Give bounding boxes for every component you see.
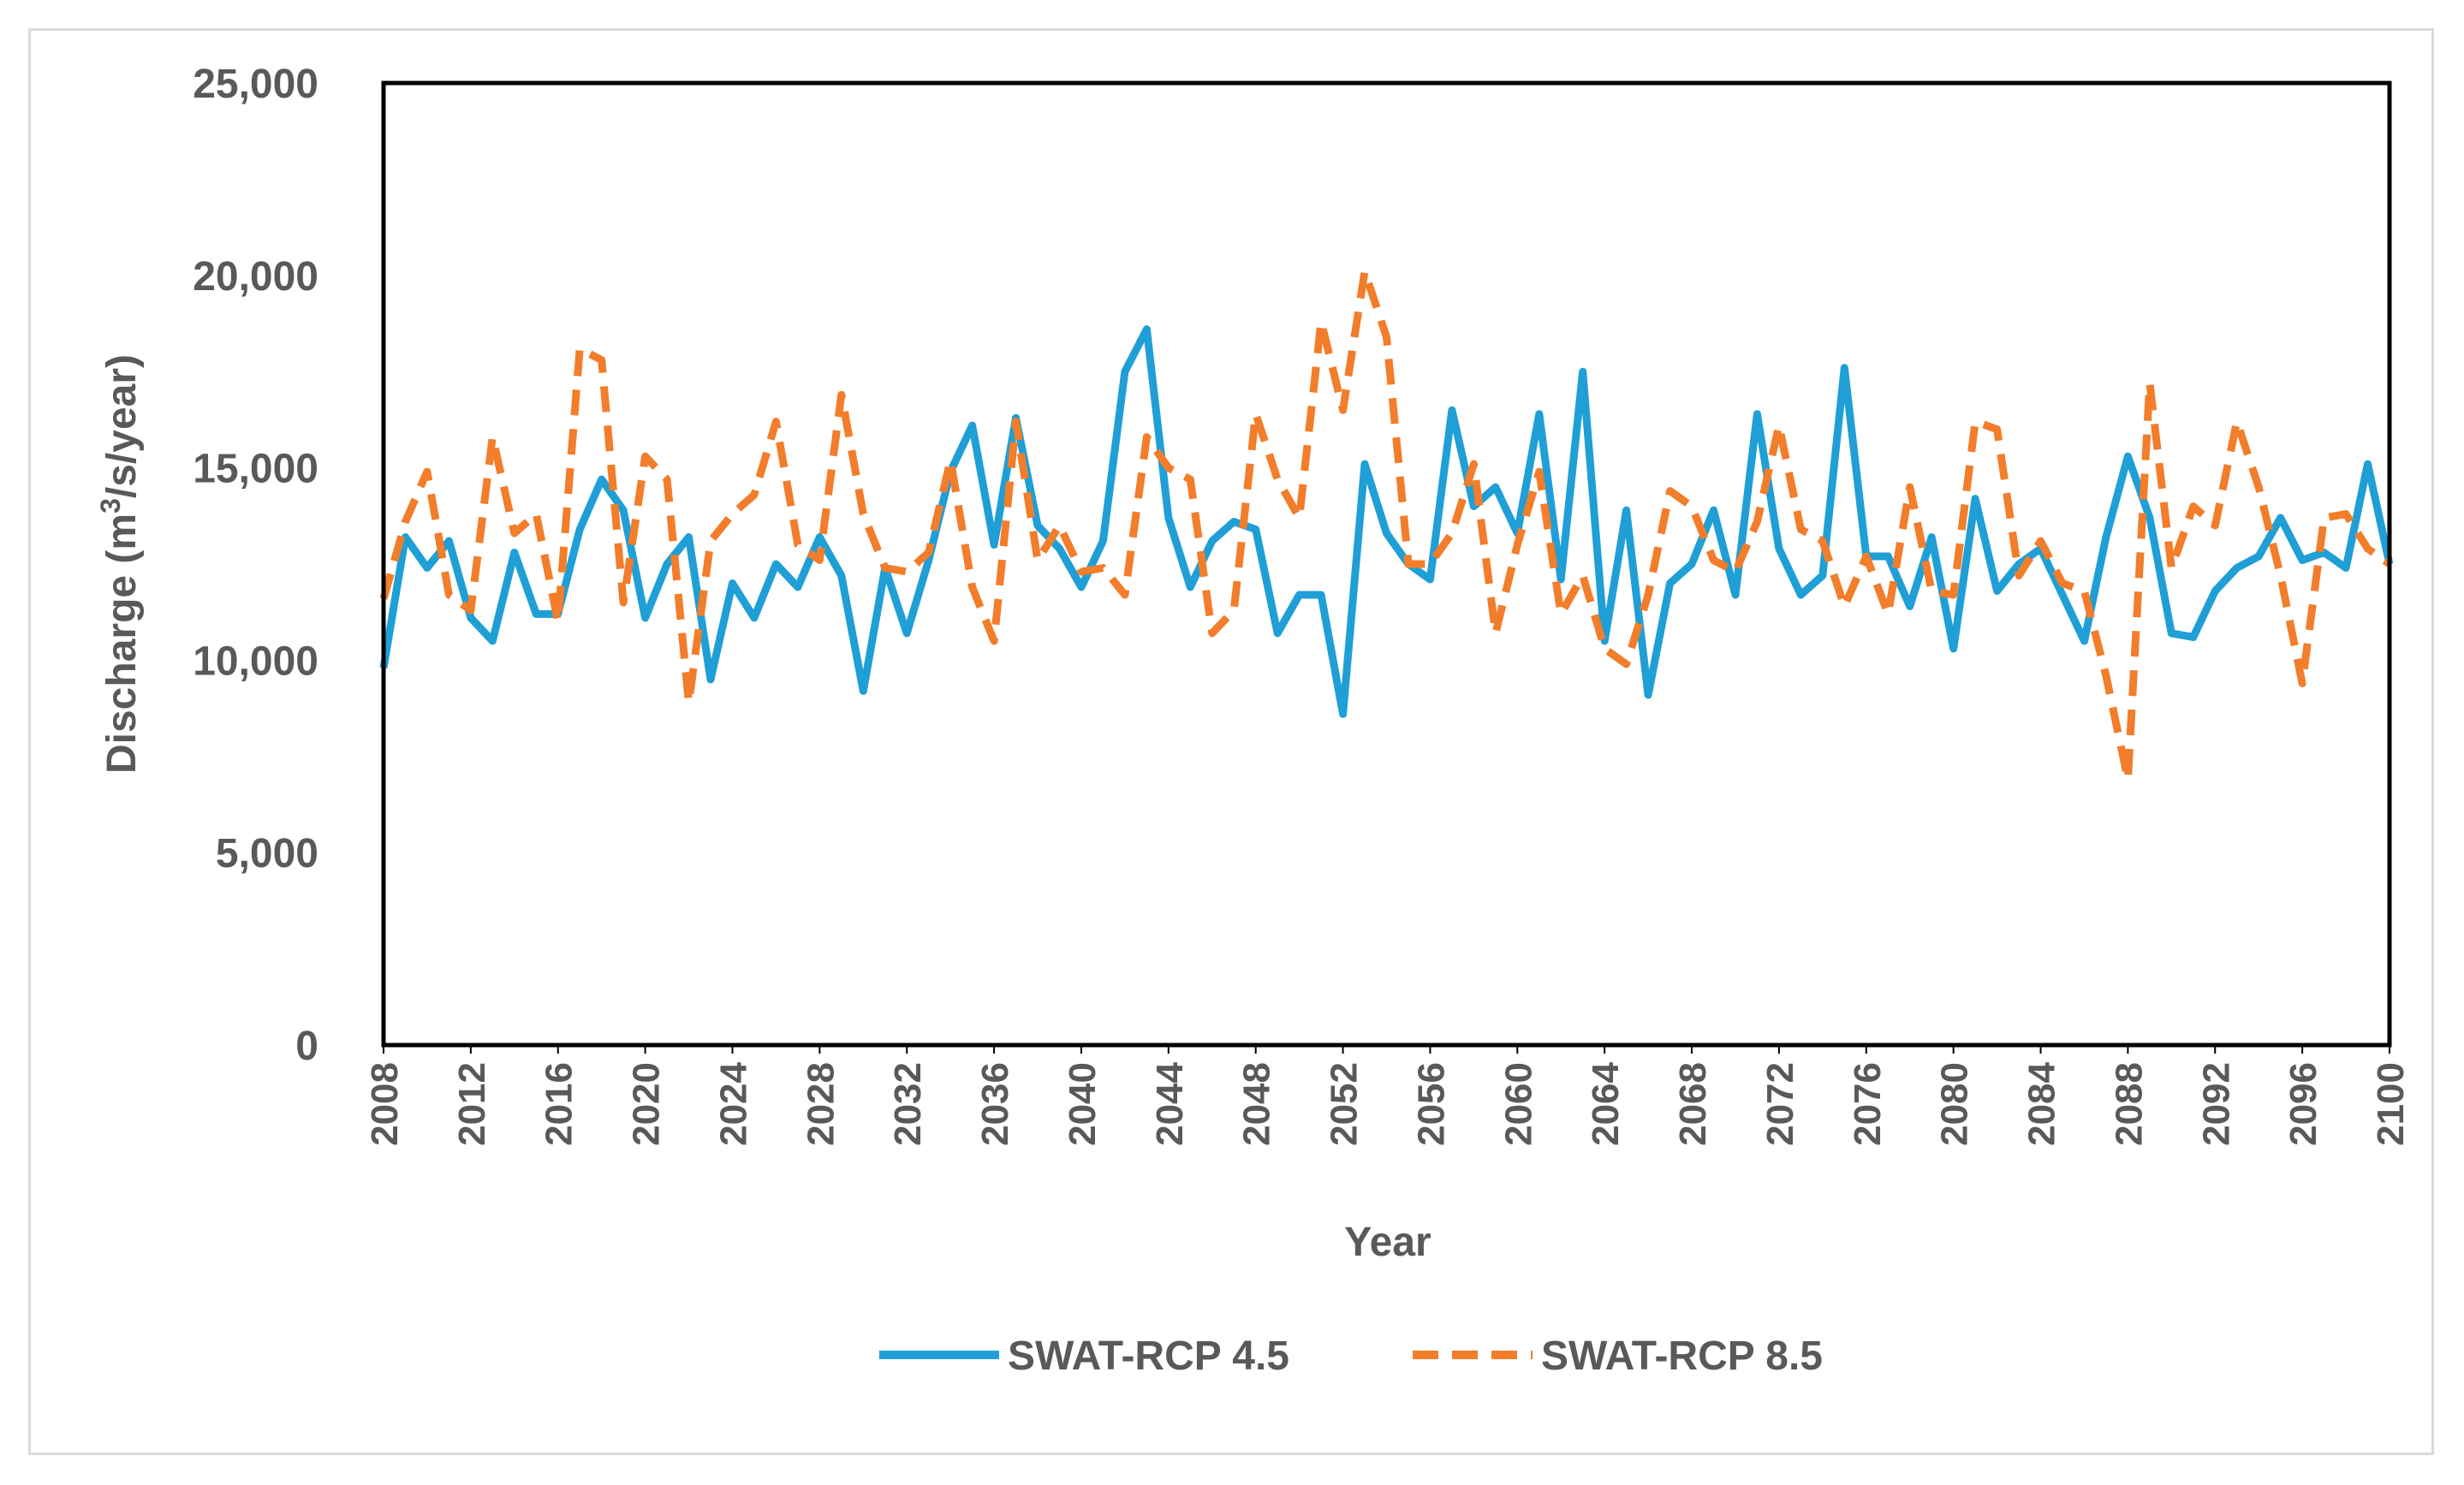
x-tick-label: 2056: [1410, 1062, 1452, 1146]
chart-frame: [28, 28, 2434, 1455]
x-tick-label: 2072: [1759, 1062, 1801, 1146]
legend: SWAT-RCP 4.5 SWAT-RCP 8.5: [879, 1334, 1823, 1379]
x-tick-label: 2064: [1585, 1061, 1627, 1145]
plot-area-border: [381, 80, 2392, 1048]
x-tick-label: 2068: [1672, 1062, 1714, 1146]
y-tick-label: 0: [295, 1024, 318, 1069]
x-tick-label: 2076: [1847, 1062, 1889, 1146]
x-tick-label: 2052: [1324, 1062, 1366, 1146]
x-tick-label: 2016: [539, 1062, 580, 1146]
series-line-swat-rcp-4-5: [379, 325, 2394, 718]
x-tick-label: 2088: [2108, 1062, 2150, 1146]
x-tick-label: 2044: [1149, 1061, 1191, 1145]
x-tick-label: 2080: [1934, 1062, 1976, 1146]
x-tick-label: 2048: [1236, 1062, 1278, 1146]
series-layer: [379, 267, 2394, 784]
x-tick-label: 2092: [2195, 1062, 2237, 1146]
x-tick-label: 2036: [974, 1062, 1016, 1146]
x-tick-label: 2040: [1062, 1062, 1104, 1146]
x-tick-label: 2028: [800, 1062, 842, 1146]
x-axis-ticks: 2008 2012 2016 2020 2024 2028 2032 2036 2040 2044…: [364, 1045, 2412, 1146]
y-tick-label: 5,000: [216, 831, 318, 876]
x-tick-label: 2060: [1497, 1062, 1539, 1146]
x-tick-label: 2008: [364, 1062, 406, 1146]
x-tick-label: 2084: [2021, 1061, 2063, 1145]
y-tick-label: 15,000: [193, 447, 318, 492]
x-tick-label: 2020: [626, 1062, 668, 1146]
y-tick-label: 25,000: [193, 62, 318, 107]
legend-label-rcp85: SWAT-RCP 8.5: [1541, 1334, 1823, 1379]
x-tick-label: 2096: [2282, 1062, 2324, 1146]
y-tick-label: 10,000: [193, 639, 318, 684]
x-tick-label: 2032: [887, 1062, 929, 1146]
x-tick-label: 2100: [2370, 1062, 2412, 1146]
x-axis-label: Year: [1344, 1220, 1431, 1265]
y-axis-ticks: 0 5,000 10,000 15,000 20,000 25,000: [193, 62, 318, 1069]
y-axis-label: Discharge (m3/s/year): [95, 354, 145, 774]
y-axis-label-main: Discharge (m: [99, 514, 145, 774]
legend-label-rcp45: SWAT-RCP 4.5: [1008, 1334, 1289, 1379]
y-axis-label-tail: /s/year): [99, 354, 145, 498]
y-axis-label-superscript: 3: [95, 498, 126, 514]
x-tick-label: 2024: [712, 1061, 754, 1145]
x-tick-label: 2012: [451, 1062, 493, 1146]
y-tick-label: 20,000: [193, 254, 318, 300]
series-line-swat-rcp-8-5: [379, 267, 2392, 784]
